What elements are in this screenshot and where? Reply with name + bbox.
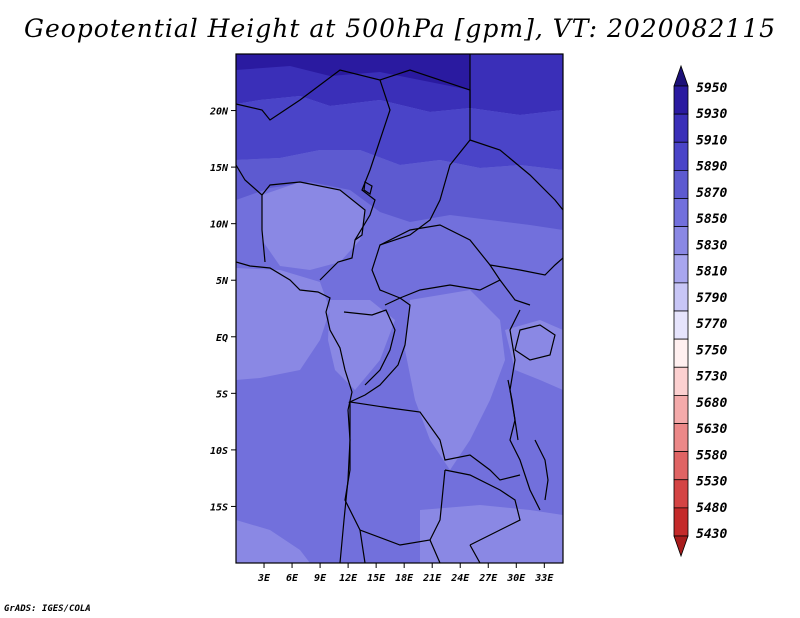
colorbar-level-label: 5930: [696, 107, 727, 122]
colorbar-swatch: [673, 423, 689, 453]
colorbar-swatch: [673, 451, 689, 481]
colorbar-level-label: 5770: [696, 317, 727, 332]
border-namibia-botswana: [359, 529, 481, 563]
map-frame: [235, 53, 564, 564]
lon-axis: 3E 6E 9E 12E 15E 18E 21E 24E 27E 30E 33E: [257, 563, 554, 584]
colorbar-swatch: [673, 366, 689, 396]
grads-credit: GrADS: IGES/COLA: [4, 604, 91, 614]
lon-tick-label: 12E: [339, 573, 358, 584]
contour-5890: [236, 150, 563, 230]
height-field: [236, 54, 563, 563]
colorbar-swatch: [673, 338, 689, 368]
colorbar-level-label: 5580: [696, 448, 727, 463]
lat-tick-label: EQ: [216, 333, 228, 344]
lon-tick-label: 33E: [534, 573, 554, 584]
colorbar-swatch: [673, 141, 689, 171]
colorbar-swatch: [673, 282, 689, 312]
colorbar-swatches: [673, 64, 689, 558]
colorbar-swatch: [673, 169, 689, 199]
colorbar-swatch: [673, 254, 689, 284]
contour-5910: [236, 96, 563, 170]
contour-5850-coast: [236, 268, 330, 380]
border-drc: [347, 297, 521, 481]
border-sudan-ethiopia: [469, 54, 563, 211]
lon-tick-label: 15E: [367, 573, 386, 584]
colorbar-level-label: 5790: [696, 291, 727, 306]
colorbar-labels: 5950 5930 5910 5890 5870 5850 5830 5810 5790 5770…: [696, 81, 727, 542]
border-south-sudan: [489, 257, 563, 306]
lon-tick-label: 30E: [506, 573, 526, 584]
colorbar-level-label: 5430: [696, 527, 727, 542]
colorbar-level-label: 5870: [696, 186, 727, 201]
colorbar-swatch: [673, 226, 689, 256]
colorbar-swatch: [673, 479, 689, 509]
lat-tick-label: 10N: [210, 220, 229, 231]
country-borders: [236, 54, 563, 563]
lat-axis: 20N 15N 10N 5N EQ 5S 10S 15S: [209, 107, 236, 513]
lake-malawi: [534, 439, 549, 501]
lon-tick-label: 18E: [395, 573, 414, 584]
lon-tick-label: 3E: [257, 573, 271, 584]
colorbar-level-label: 5890: [696, 160, 727, 175]
lon-tick-label: 24E: [450, 573, 470, 584]
colorbar-swatch: [673, 198, 689, 228]
lat-tick-label: 5S: [216, 389, 228, 400]
lat-tick-label: 5N: [216, 276, 229, 287]
lat-tick-label: 10S: [210, 446, 228, 457]
colorbar-level-label: 5630: [696, 422, 727, 437]
lake-tanganyika: [507, 379, 519, 441]
lon-tick-label: 21E: [422, 573, 442, 584]
colorbar-swatch: [673, 64, 689, 87]
colorbar-level-label: 5910: [696, 133, 727, 148]
border-zambia: [444, 469, 521, 546]
colorbar-level-label: 5530: [696, 475, 727, 490]
colorbar-level-label: 5950: [696, 81, 727, 96]
colorbar-level-label: 5480: [696, 501, 727, 516]
contour-5850-west: [262, 182, 365, 270]
coastline-west: [236, 261, 353, 563]
contour-5950: [236, 54, 470, 90]
chart-title: Geopotential Height at 500hPa [gpm], VT:…: [23, 14, 777, 43]
border-nigeria-cameroon: [261, 181, 366, 241]
colorbar-level-label: 5850: [696, 212, 727, 227]
colorbar-level-label: 5810: [696, 265, 727, 280]
lat-tick-label: 15S: [210, 502, 228, 513]
colorbar-swatch: [673, 310, 689, 340]
lat-tick-label: 15N: [210, 163, 229, 174]
border-sahel-west: [236, 164, 266, 263]
lon-tick-label: 9E: [314, 573, 327, 584]
border-sahara: [236, 69, 391, 281]
lon-tick-label: 27E: [478, 573, 498, 584]
lon-tick-label: 6E: [286, 573, 299, 584]
colorbar-swatch: [673, 394, 689, 424]
lat-tick-label: 20N: [209, 107, 229, 118]
colorbar-swatch: [673, 85, 689, 115]
border-congo: [343, 309, 396, 386]
colorbar-level-label: 5680: [696, 396, 727, 411]
colorbar-swatch: [673, 535, 689, 558]
colorbar-swatch: [673, 113, 689, 143]
lake-victoria: [514, 324, 556, 361]
lake-chad: [363, 181, 373, 195]
contour-5870-sw: [236, 520, 310, 563]
colorbar-swatch: [673, 507, 689, 537]
colorbar-level-label: 5750: [696, 343, 727, 358]
border-angola: [344, 402, 446, 546]
contour-5850-east: [505, 320, 563, 390]
colorbar-level-label: 5730: [696, 370, 727, 385]
colorbar-level-label: 5830: [696, 238, 727, 253]
